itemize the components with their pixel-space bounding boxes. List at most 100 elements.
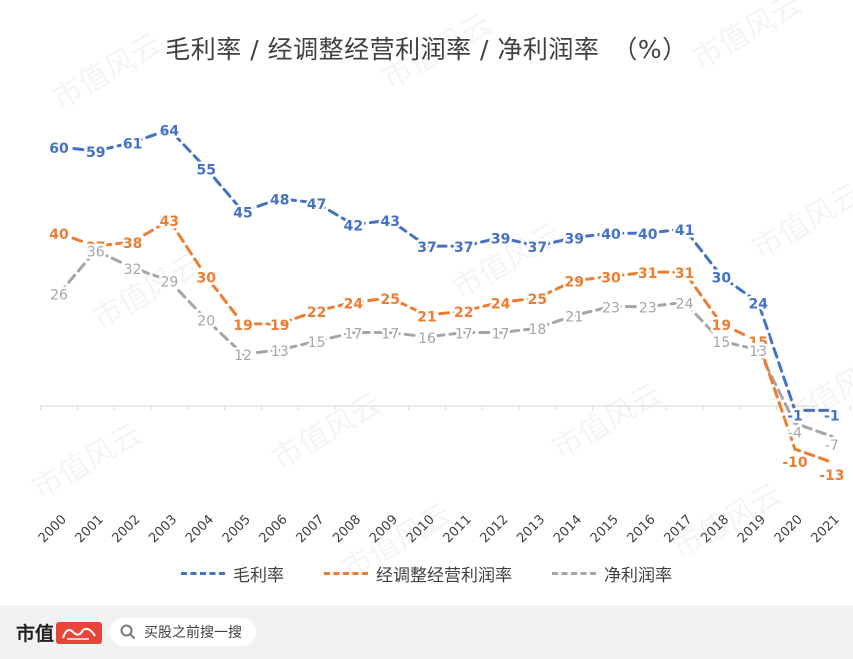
x-tick-label: 2016 (625, 512, 659, 546)
data-label: 37 (454, 240, 473, 256)
data-label: 41 (675, 223, 694, 239)
data-label: 29 (564, 275, 583, 291)
data-label: 21 (417, 309, 436, 325)
x-tick-label: 2008 (330, 512, 364, 546)
data-label: 43 (160, 214, 179, 230)
x-tick-label: 2006 (257, 512, 291, 546)
data-label: 61 (123, 136, 142, 152)
data-label: 24 (748, 296, 768, 312)
data-label: 31 (638, 266, 657, 282)
data-label: 18 (528, 322, 546, 338)
data-label: 64 (160, 124, 180, 140)
legend-swatch (181, 572, 225, 575)
data-label: 17 (455, 327, 473, 343)
data-label: 13 (271, 344, 289, 360)
data-label: 26 (50, 288, 68, 304)
data-label: 55 (196, 162, 215, 178)
data-label: 20 (197, 314, 215, 330)
legend-item: 经调整经营利润率 (324, 561, 512, 586)
data-label: 19 (712, 318, 731, 334)
data-label: 31 (675, 266, 694, 282)
data-label: 37 (417, 240, 436, 256)
x-tick-label: 2004 (183, 512, 217, 546)
data-label: 24 (676, 296, 694, 312)
data-label: 21 (565, 309, 583, 325)
data-label: 22 (454, 305, 473, 321)
data-label: 40 (601, 227, 621, 243)
watermark-text: 市值风云 (687, 0, 808, 77)
watermark-text: 市值风云 (377, 7, 498, 97)
x-tick-label: 2001 (73, 512, 107, 546)
data-label: 40 (49, 227, 69, 243)
data-label: 25 (528, 292, 547, 308)
data-label: 36 (87, 244, 105, 260)
data-label: 17 (344, 327, 362, 343)
data-label: 24 (491, 296, 511, 312)
data-label: 30 (196, 270, 216, 286)
data-label: 43 (380, 214, 399, 230)
data-label: 25 (380, 292, 399, 308)
data-label: 38 (123, 236, 142, 252)
legend-label: 净利润率 (604, 566, 672, 586)
brand-text: 市值 (16, 623, 55, 645)
data-label: 47 (307, 197, 326, 213)
data-label: -7 (825, 438, 839, 454)
footer-bar: 市值 买股之前搜一搜 (0, 605, 853, 659)
x-tick-label: 2013 (514, 512, 548, 546)
watermark-text: 市值风云 (547, 377, 668, 467)
x-tick-label: 2021 (809, 512, 843, 546)
data-label: 60 (49, 141, 69, 157)
search-box[interactable]: 买股之前搜一搜 (110, 618, 256, 646)
data-label: 30 (712, 270, 732, 286)
legend-swatch (552, 572, 596, 575)
data-label: 59 (86, 145, 105, 161)
data-label: 37 (528, 240, 547, 256)
x-tick-label: 2012 (477, 512, 511, 546)
data-label: -13 (819, 468, 844, 484)
data-label: 15 (712, 335, 730, 351)
legend-item: 净利润率 (552, 561, 672, 586)
data-label: 29 (160, 275, 178, 291)
data-label: -10 (782, 455, 808, 471)
watermark-text: 市值风云 (747, 177, 853, 267)
brand-logo: 市值 (16, 619, 103, 646)
x-tick-label: 2014 (551, 512, 585, 546)
watermark-text: 市值风云 (47, 27, 168, 117)
x-tick-label: 2007 (293, 512, 327, 546)
data-label: 40 (638, 227, 658, 243)
data-label: 39 (491, 232, 510, 248)
x-tick-label: 2003 (146, 512, 180, 546)
legend: 毛利率 经调整经营利润率 净利润率 (0, 561, 853, 586)
x-tick-label: 2015 (588, 512, 622, 546)
watermark-text: 市值风云 (27, 417, 148, 507)
data-label: 32 (124, 262, 142, 278)
data-label: 23 (639, 301, 657, 317)
series-line-0 (57, 127, 834, 412)
data-label: 16 (418, 331, 436, 347)
data-label: 48 (270, 193, 289, 209)
data-label: 15 (748, 335, 767, 351)
data-label: 39 (564, 232, 583, 248)
data-label: 19 (270, 318, 289, 334)
data-label: -4 (788, 425, 802, 441)
data-label: 23 (602, 301, 620, 317)
data-label: 24 (344, 296, 364, 312)
data-label: 17 (381, 327, 399, 343)
legend-label: 毛利率 (233, 566, 284, 586)
data-label: 45 (233, 206, 252, 222)
data-label: 13 (749, 344, 767, 360)
watermark-text: 市值风云 (267, 387, 388, 477)
data-label: 42 (344, 219, 363, 235)
legend-label: 经调整经营利润率 (376, 566, 512, 586)
x-tick-label: 2020 (772, 512, 806, 546)
series-line-2 (57, 248, 834, 438)
chart-card: 毛利率 / 经调整经营利润率 / 净利润率 （%） 市值风云 市值风云 市值风云 市值… (0, 0, 853, 587)
data-label: 12 (234, 348, 252, 364)
series-line-1 (57, 218, 834, 464)
data-label: -1 (824, 408, 840, 424)
data-label: 22 (307, 305, 326, 321)
data-label: 37 (86, 240, 105, 256)
legend-item: 毛利率 (181, 561, 284, 586)
data-label: 17 (492, 327, 510, 343)
